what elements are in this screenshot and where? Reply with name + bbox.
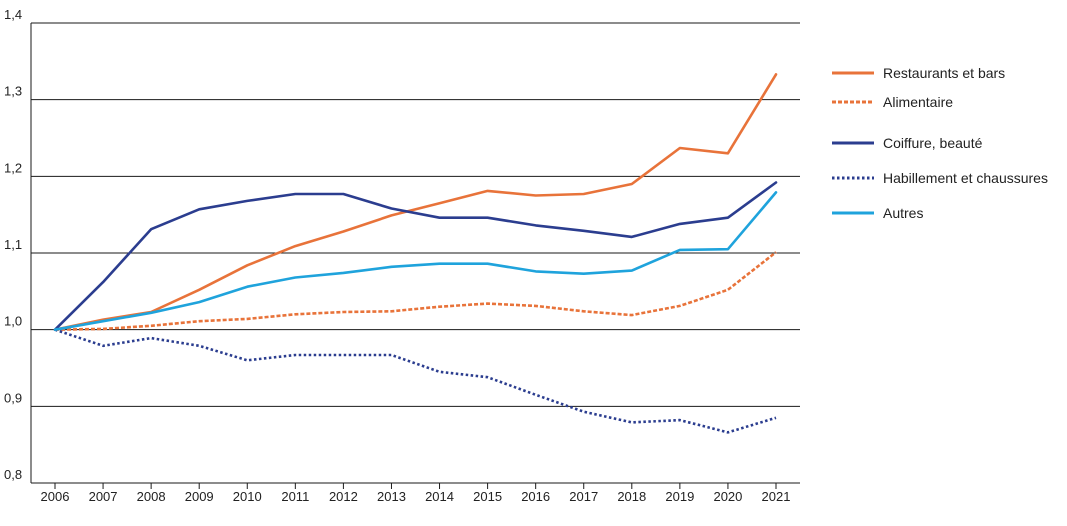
y-tick-label: 1,2 <box>4 160 22 175</box>
x-tick-label: 2014 <box>425 489 454 504</box>
x-tick-label: 2021 <box>762 489 791 504</box>
legend: Restaurants et bars Alimentaire Coiffure, … <box>832 65 1048 221</box>
axes <box>30 23 800 484</box>
y-tick-label: 0,9 <box>4 390 22 405</box>
x-axis-tick-labels: 2006 2007 2008 2009 2010 2011 2012 2013 2014 2015… <box>41 483 791 504</box>
y-tick-label: 1,3 <box>4 84 22 99</box>
x-tick-label: 2017 <box>569 489 598 504</box>
y-tick-label: 1,1 <box>4 237 22 252</box>
x-tick-label: 2018 <box>617 489 646 504</box>
x-tick-label: 2008 <box>137 489 166 504</box>
x-tick-label: 2013 <box>377 489 406 504</box>
grid-lines <box>31 22 800 407</box>
series-line-3 <box>53 181 778 332</box>
x-tick-label: 2020 <box>713 489 742 504</box>
series-line-5 <box>53 191 778 332</box>
legend-label: Autres <box>883 205 923 221</box>
legend-label: Habillement et chaussures <box>883 170 1048 186</box>
x-tick-label: 2016 <box>521 489 550 504</box>
y-tick-label: 0,8 <box>4 467 22 482</box>
legend-label: Alimentaire <box>883 94 953 110</box>
x-tick-label: 2012 <box>329 489 358 504</box>
x-tick-label: 2019 <box>665 489 694 504</box>
y-tick-label: 1,0 <box>4 314 22 329</box>
x-tick-label: 2015 <box>473 489 502 504</box>
y-tick-label: 1,4 <box>4 7 22 22</box>
series-line-2 <box>54 251 777 331</box>
legend-label: Restaurants et bars <box>883 65 1005 81</box>
series-line-1 <box>53 73 778 332</box>
x-tick-label: 2011 <box>281 489 309 504</box>
x-tick-label: 2006 <box>41 489 70 504</box>
legend-label: Coiffure, beauté <box>883 135 983 151</box>
y-axis-tick-labels: 0,8 0,9 1,0 1,1 1,2 1,3 1,4 <box>4 7 22 482</box>
series-line-4 <box>54 328 777 434</box>
series-lines <box>53 73 778 434</box>
x-tick-label: 2009 <box>185 489 214 504</box>
x-tick-label: 2010 <box>233 489 262 504</box>
x-tick-label: 2007 <box>89 489 118 504</box>
